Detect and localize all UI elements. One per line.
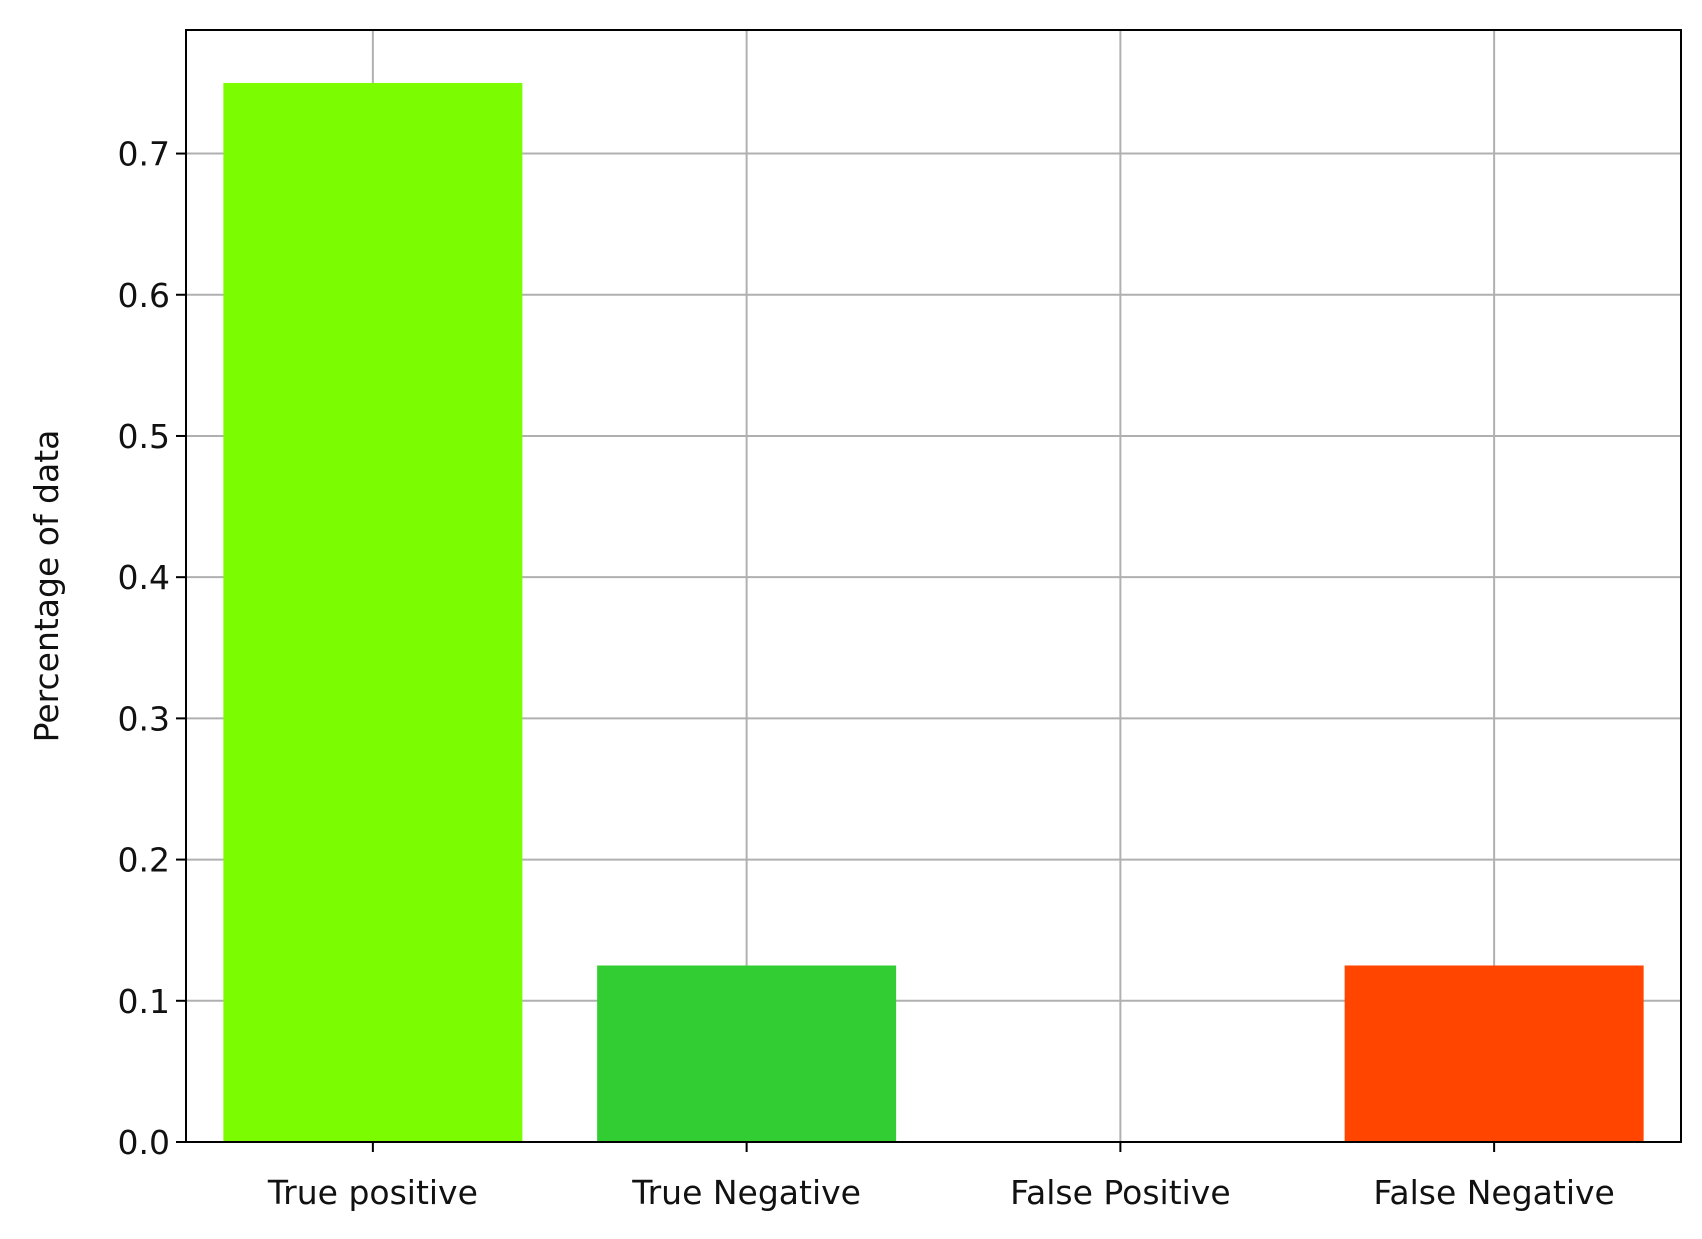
y-tick-label: 0.3: [118, 699, 170, 738]
bar-true-negative: [597, 965, 897, 1142]
y-tick-label: 0.2: [118, 841, 170, 880]
x-tick-label: True positive: [267, 1173, 478, 1212]
x-tick-label: True Negative: [631, 1173, 861, 1212]
y-tick-label: 0.6: [118, 276, 170, 315]
bar-false-negative: [1344, 965, 1644, 1142]
y-axis-label: Percentage of data: [27, 430, 66, 743]
bars: [223, 82, 1644, 1142]
y-tick-label: 0.7: [118, 135, 170, 174]
bar-true-positive: [223, 82, 523, 1142]
y-tick-label: 0.1: [118, 982, 170, 1021]
y-tick-label: 0.5: [118, 417, 170, 456]
axis-ticks: [176, 152, 1496, 1152]
y-tick-label: 0.4: [118, 558, 170, 597]
plot-frame: [185, 29, 1682, 1143]
y-tick-label: 0.0: [118, 1123, 170, 1162]
x-tick-label: False Positive: [1010, 1173, 1231, 1212]
tick-labels: 0.0 0.1 0.2 0.3 0.4 0.5 0.6 0.7 True positive Tru…: [118, 135, 1615, 1212]
x-tick-label: False Negative: [1373, 1173, 1614, 1212]
